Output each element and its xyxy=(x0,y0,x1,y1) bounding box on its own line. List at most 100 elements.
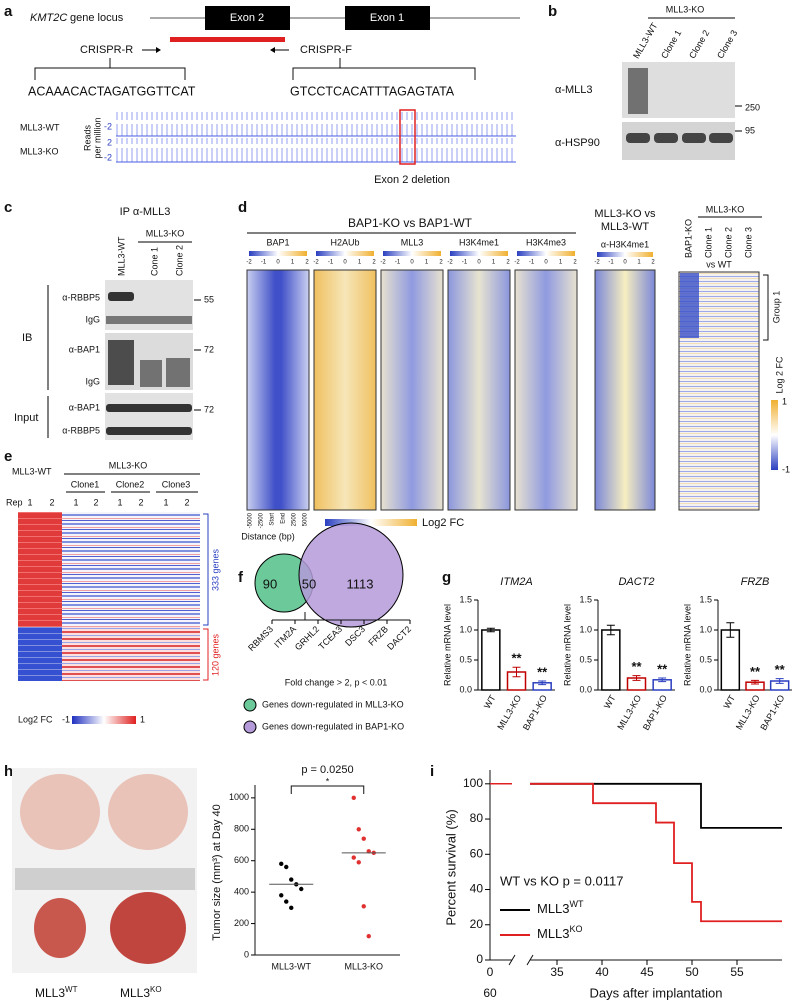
x-tick-label: BAP1-KO xyxy=(758,693,786,732)
venn-count: 90 xyxy=(263,576,277,591)
rep: 1 xyxy=(117,497,122,507)
y-tick-label: 1000 xyxy=(229,792,249,802)
marker: 250 xyxy=(745,102,760,112)
band xyxy=(106,404,192,412)
colorbar-tick: 0 xyxy=(623,260,627,266)
gene-label: DACT2 xyxy=(385,624,413,652)
band xyxy=(709,133,733,143)
survival-curve xyxy=(530,782,782,829)
label-superscript: KO xyxy=(150,985,162,994)
chart-title: DACT2 xyxy=(618,576,654,588)
marker: 55 xyxy=(204,294,214,304)
rep: 1 xyxy=(163,497,168,507)
band xyxy=(108,340,134,385)
colorbar-tick: 1 xyxy=(358,260,362,266)
blot-label: α-RBBP5 xyxy=(62,292,100,302)
colorbar xyxy=(517,251,575,256)
point xyxy=(284,899,289,904)
y-tick-label: 0.5 xyxy=(699,654,712,664)
group-label: MLL3-KO xyxy=(146,228,185,238)
bracket xyxy=(292,58,476,80)
colorbar xyxy=(72,716,136,724)
x-tick-label: WT xyxy=(482,693,498,711)
x-tick-label: WT xyxy=(602,693,618,711)
panel-f: 90 50 1113 Fold change > 2, p < 0.01 Gen… xyxy=(243,522,410,734)
colorbar xyxy=(450,251,508,256)
panel-e: MLL3-WT MLL3-KO Clone1 Clone2 Clone3 Rep… xyxy=(6,460,220,724)
colorbar-tick: 1 xyxy=(637,260,641,266)
mouse xyxy=(20,774,100,850)
arrow-head xyxy=(270,47,275,53)
column-label: BAP1-KO xyxy=(683,219,693,258)
sequence: ACAAACACTAGATGGTTCAT xyxy=(28,84,196,98)
column-label: BAP1 xyxy=(266,237,289,247)
colorbar-tick: 2 xyxy=(506,260,510,266)
annotation: Exon 2 deletion xyxy=(374,174,450,186)
band xyxy=(626,133,650,143)
y-tick-label: 40 xyxy=(470,882,484,896)
significance: ** xyxy=(750,664,761,679)
signal-track xyxy=(116,112,516,136)
band xyxy=(682,133,706,143)
colorbar-tick: -2 xyxy=(380,260,386,266)
point xyxy=(284,864,289,870)
y-tick-label: 1.5 xyxy=(579,594,592,604)
colorbar-label: Log2 FC xyxy=(422,517,464,529)
survival-curve xyxy=(530,782,782,923)
point xyxy=(351,795,356,801)
colorbar-tick: 2 xyxy=(651,260,655,266)
distance-tick: 5000 xyxy=(303,512,309,526)
venn-circle xyxy=(298,522,404,628)
rep: 2 xyxy=(49,497,54,507)
column-label: H3K4me3 xyxy=(526,237,566,247)
blot-label: α-BAP1 xyxy=(69,402,100,412)
exon-label: Exon 1 xyxy=(370,12,404,24)
exon xyxy=(205,6,290,30)
x-tick-label: BAP1-KO xyxy=(641,693,669,732)
y-tick-label: 1.0 xyxy=(579,624,592,634)
colorbar-tick: -1 xyxy=(395,260,401,266)
colorbar-tick: 2 xyxy=(439,260,443,266)
y-tick-label: 20 xyxy=(470,917,484,931)
colorbar xyxy=(325,519,417,526)
label-superscript: WT xyxy=(570,899,584,909)
label-name: MLL3 xyxy=(35,986,65,1000)
cluster-label: 333 genes xyxy=(210,548,220,591)
blot-label: IgG xyxy=(85,314,100,324)
legend-label: Genes down-regulated in MLL3-KO xyxy=(262,699,404,709)
gene-name: KMT2C xyxy=(30,12,67,24)
heatmap xyxy=(246,269,310,511)
axis-label: Reads xyxy=(82,124,92,151)
bar xyxy=(720,629,741,691)
blot-label: α-BAP1 xyxy=(69,344,100,354)
bar xyxy=(601,629,621,691)
colorbar-tick: 0 xyxy=(276,260,280,266)
heatmap xyxy=(18,627,62,681)
x-tick-label: 45 xyxy=(640,965,654,979)
marker: 72 xyxy=(204,404,214,414)
colorbar xyxy=(249,251,307,256)
x-tick-label: 35 xyxy=(550,965,564,979)
section-label: Input xyxy=(14,412,38,424)
track-label: MLL3-WT xyxy=(20,122,60,132)
panel-d: BAP1-KO vs BAP1-WT MLL3-KO vs MLL3-WT α-… xyxy=(241,204,790,541)
label-name: MLL3 xyxy=(537,926,570,941)
heatmap xyxy=(18,512,62,627)
tumor xyxy=(110,892,186,964)
gene-label: GRHL2 xyxy=(293,624,321,652)
colorbar-tick: -2 xyxy=(514,260,520,266)
colorbar-tick: 2 xyxy=(305,260,309,266)
rep: 1 xyxy=(73,497,78,507)
rep: 2 xyxy=(93,497,98,507)
colorbar-tick: 2 xyxy=(372,260,376,266)
column-label: H3K4me1 xyxy=(459,237,499,247)
gene-label: TCEA3 xyxy=(317,624,345,652)
heatmap-block xyxy=(680,273,699,338)
significance: ** xyxy=(537,664,548,679)
panel-title: MLL3-WT xyxy=(601,221,650,233)
heatmap xyxy=(514,269,578,511)
column-label: α-H3K4me1 xyxy=(601,239,649,249)
label: MLL3WT xyxy=(35,985,78,1001)
y-tick-label: 600 xyxy=(234,855,249,865)
